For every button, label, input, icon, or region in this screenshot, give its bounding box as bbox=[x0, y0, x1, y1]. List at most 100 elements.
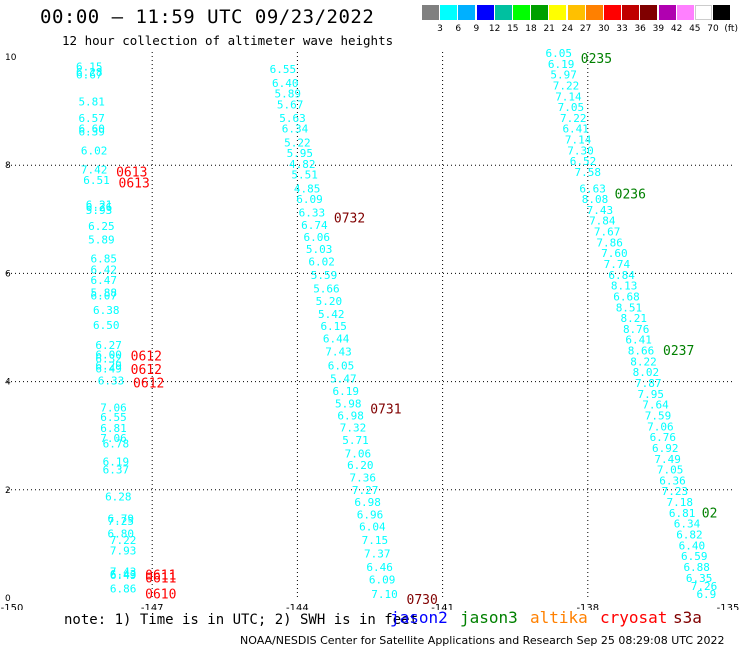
latitude-tick-label: 0 bbox=[5, 594, 11, 604]
wave-height-value: 6.05 bbox=[328, 360, 355, 373]
wave-height-value: 7.06 bbox=[647, 420, 674, 433]
wave-height-value: 7.25 bbox=[107, 515, 134, 528]
wave-height-value: 5.89 bbox=[274, 88, 301, 101]
wave-height-value: 6.09 bbox=[296, 193, 323, 206]
wave-height-value: 6.85 bbox=[91, 253, 118, 266]
wave-height-value: 6.02 bbox=[81, 144, 108, 157]
wave-height-value: 6.19 bbox=[333, 385, 360, 398]
longitude-tick-label: -141 bbox=[431, 603, 454, 610]
wave-height-value: 6.74 bbox=[301, 219, 328, 232]
wave-height-value: 7.58 bbox=[575, 166, 602, 179]
scale-swatch bbox=[585, 5, 603, 20]
scale-tick-label: 18 bbox=[525, 24, 537, 34]
wave-height-value: 7.27 bbox=[352, 484, 379, 497]
wave-height-value: 7.87 bbox=[635, 377, 662, 390]
wave-height-value: 7.42 bbox=[81, 163, 108, 176]
scale-tick-label: 9 bbox=[473, 24, 480, 34]
credit-line: NOAA/NESDIS Center for Satellite Applica… bbox=[240, 634, 725, 647]
scale-swatch bbox=[713, 5, 731, 20]
wave-height-value: 6.82 bbox=[676, 528, 703, 541]
wave-height-value: 6.20 bbox=[347, 459, 374, 472]
wave-height-value: 6.42 bbox=[91, 263, 118, 276]
wave-height-value: 8.66 bbox=[628, 345, 655, 358]
pass-time-label: 0730 bbox=[407, 593, 438, 608]
wave-height-value: 6.27 bbox=[95, 339, 122, 352]
scale-tick-label: 70 bbox=[707, 24, 719, 34]
wave-height-value: 7.15 bbox=[362, 534, 389, 547]
wave-height-value: 8.21 bbox=[621, 312, 648, 325]
wave-height-value: 6.26 bbox=[86, 201, 113, 214]
wave-height-value: 8.02 bbox=[633, 366, 660, 379]
wave-height-value: 6.29 bbox=[95, 360, 122, 373]
wave-height-value: 7.36 bbox=[349, 472, 376, 485]
wave-height-value: 7.06 bbox=[100, 401, 127, 414]
wave-height-value: 7.74 bbox=[604, 258, 631, 271]
wave-height-value: 8.13 bbox=[611, 280, 638, 293]
scale-swatch bbox=[531, 5, 549, 20]
wave-height-value: 6.76 bbox=[650, 431, 677, 444]
wave-height-value: 7.05 bbox=[558, 101, 585, 114]
legend-jason2: jason2 bbox=[390, 608, 448, 627]
wave-height-value: 7.43 bbox=[587, 204, 614, 217]
scale-tick-label: 24 bbox=[561, 24, 574, 34]
wave-height-value: 6.47 bbox=[91, 274, 118, 287]
pass-time-label: 0612 bbox=[133, 377, 164, 392]
wave-height-value: 6.25 bbox=[88, 220, 115, 233]
wave-height-value: 5.22 bbox=[284, 136, 311, 149]
altimeter-map: -150 -147 -144 -141 -138 -13502468106.156.286… bbox=[1, 47, 740, 610]
wave-height-value: 6.05 bbox=[546, 47, 573, 60]
scale-swatch bbox=[476, 5, 494, 20]
longitude-tick-label: -138 bbox=[576, 603, 599, 610]
pass-time-label: 02 bbox=[702, 506, 718, 521]
wave-height-value: 6.52 bbox=[570, 155, 597, 168]
scale-tick-label: 36 bbox=[634, 24, 646, 34]
wave-height-value: 6.07 bbox=[91, 289, 118, 302]
scale-tick-label: 21 bbox=[543, 24, 555, 34]
wave-height-value: 6.28 bbox=[76, 66, 103, 79]
wave-height-value: 6.81 bbox=[669, 507, 696, 520]
wave-height-value: 6.80 bbox=[107, 527, 134, 540]
pass-time-label: 0612 bbox=[131, 350, 162, 365]
wave-height-value: 7.18 bbox=[667, 496, 694, 509]
wave-height-value: 7.59 bbox=[645, 409, 672, 422]
wave-height-value: 6.28 bbox=[105, 491, 132, 504]
wave-height-value: 6.55 bbox=[100, 411, 127, 424]
wave-height-value: 6.37 bbox=[103, 464, 130, 477]
wave-height-value: 6.41 bbox=[562, 123, 589, 136]
wave-height-value: 7.95 bbox=[637, 388, 664, 401]
wave-height-value: 6.98 bbox=[354, 496, 381, 509]
wave-height-value: 5.71 bbox=[342, 434, 369, 447]
wave-height-value: 4.82 bbox=[289, 158, 316, 171]
wave-height-value: 7.84 bbox=[589, 215, 616, 228]
wave-height-value: 6.19 bbox=[103, 455, 130, 468]
wave-height-value: 7.64 bbox=[642, 399, 669, 412]
wave-height-value: 6.78 bbox=[103, 438, 130, 451]
scale-tick-label: 45 bbox=[689, 24, 701, 34]
wave-height-value: 7.37 bbox=[364, 547, 391, 560]
wave-height-value: 5.93 bbox=[86, 204, 113, 217]
wave-height-value: 5.03 bbox=[306, 243, 333, 256]
wave-height-value: 7.05 bbox=[657, 464, 684, 477]
wave-height-value: 6.50 bbox=[93, 319, 120, 332]
scale-swatch bbox=[604, 5, 621, 20]
pass-time-label: 0732 bbox=[334, 212, 365, 227]
wave-height-value: 6.67 bbox=[76, 69, 103, 82]
wave-height-value: 6.92 bbox=[652, 442, 679, 455]
scale-tick-label: 27 bbox=[579, 24, 592, 34]
longitude-tick-label: -135 bbox=[717, 603, 740, 610]
scale-tick-label: (ft) bbox=[724, 24, 738, 34]
legend-jason3: jason3 bbox=[460, 608, 518, 627]
wave-height-value: 6.96 bbox=[357, 508, 384, 521]
wave-height-value: 5.67 bbox=[277, 98, 304, 111]
wave-height-value: 5.66 bbox=[313, 282, 340, 295]
scale-tick-label: 42 bbox=[670, 24, 683, 34]
wave-height-value: 6.38 bbox=[93, 304, 120, 317]
wave-height-value: 6.43 bbox=[110, 568, 137, 581]
pass-time-label: 0611 bbox=[145, 569, 176, 584]
wave-height-value: 6.34 bbox=[282, 123, 309, 136]
wave-height-value: 6.57 bbox=[78, 112, 105, 125]
wave-height-value: 6.49 bbox=[110, 569, 137, 582]
wave-height-value: 7.32 bbox=[340, 421, 367, 434]
wave-height-value: 6.02 bbox=[308, 255, 335, 268]
longitude-tick-label: -147 bbox=[141, 603, 164, 610]
